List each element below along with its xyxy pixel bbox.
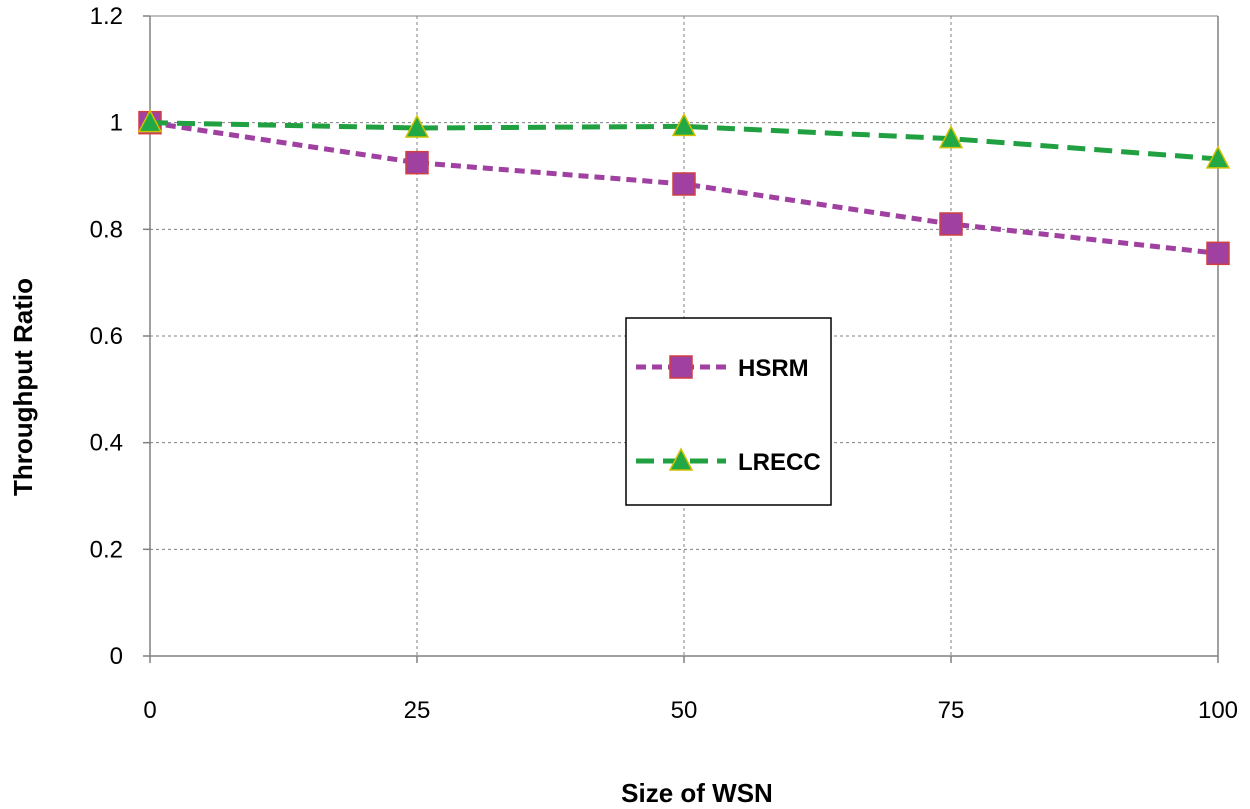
data-point-hsrm (939, 212, 963, 236)
data-point-hsrm (405, 150, 429, 175)
series-line-lrecc (149, 120, 1219, 162)
y-axis-title: Throughput Ratio (8, 278, 38, 496)
y-tick-label: 0 (110, 643, 123, 670)
data-point-hsrm (1206, 241, 1230, 266)
data-point-lrecc (137, 109, 163, 133)
x-tick-label: 25 (404, 697, 431, 724)
y-tick-label: 0.2 (90, 536, 123, 563)
data-point-hsrm (672, 172, 696, 196)
legend-label: HSRM (738, 355, 809, 382)
tick-labels: 0 0.2 0.4 0.6 0.8 1 1.2 0 25 50 75 100 (90, 3, 1238, 724)
legend-marker-hsrm (669, 355, 693, 379)
x-tick-label: 100 (1198, 697, 1238, 724)
legend-marker-lrecc (668, 447, 694, 471)
y-tick-label: 1 (110, 110, 123, 137)
x-tick-label: 50 (671, 697, 698, 724)
series (137, 109, 1231, 266)
legend-label: LRECC (738, 449, 821, 476)
y-tick-label: 0.6 (90, 323, 123, 350)
data-point-lrecc (671, 112, 697, 137)
data-point-lrecc (1205, 145, 1231, 169)
x-tick-label: 75 (938, 697, 965, 724)
axes (143, 15, 1219, 663)
x-tick-label: 0 (143, 697, 156, 724)
data-point-lrecc (938, 125, 964, 149)
y-tick-label: 0.4 (90, 430, 123, 457)
data-point-lrecc (404, 114, 430, 138)
legend: HSRM LRECC (625, 317, 832, 506)
legend-box (625, 317, 832, 506)
x-axis-title: Size of WSN (621, 778, 773, 808)
y-tick-label: 0.8 (90, 216, 123, 243)
y-tick-label: 1.2 (90, 3, 123, 30)
